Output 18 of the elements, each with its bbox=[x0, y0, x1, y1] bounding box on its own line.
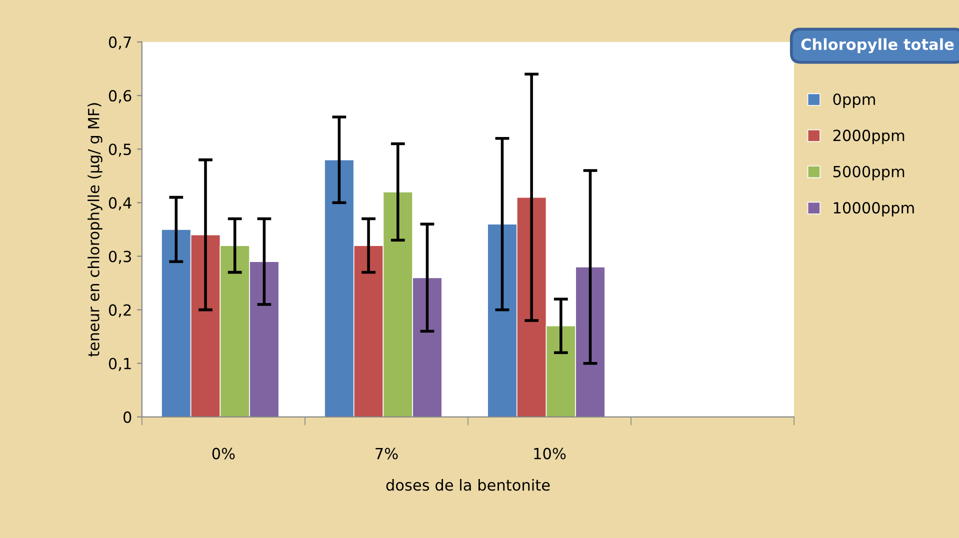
text: Chloropylle totale bbox=[801, 38, 954, 54]
legend-label: 0ppm bbox=[833, 93, 875, 108]
legend-label: 10000ppm bbox=[834, 202, 914, 217]
y-tick-label: 0 bbox=[123, 411, 132, 423]
y-tick-label: 0,2 bbox=[108, 304, 131, 318]
x-axis-title: doses de la bentonite bbox=[386, 478, 550, 491]
x-tick-label: 0% bbox=[212, 448, 235, 460]
x-tick-label: 7% bbox=[376, 448, 398, 460]
y-tick-label: 0,1 bbox=[108, 358, 131, 371]
legend-label: 5000ppm bbox=[833, 166, 904, 180]
y-axis-title: teneur en chlorophylle (µg/ g MF) bbox=[88, 103, 102, 357]
y-tick-label: 0,7 bbox=[108, 36, 131, 50]
legend-label: 2000ppm bbox=[833, 130, 904, 144]
y-tick-label: 0,5 bbox=[108, 144, 131, 157]
y-tick-label: 0,6 bbox=[108, 90, 132, 104]
y-tick-label: 0,4 bbox=[108, 197, 132, 210]
y-tick-label: 0,3 bbox=[108, 250, 131, 264]
x-tick-label: 10% bbox=[534, 448, 566, 460]
